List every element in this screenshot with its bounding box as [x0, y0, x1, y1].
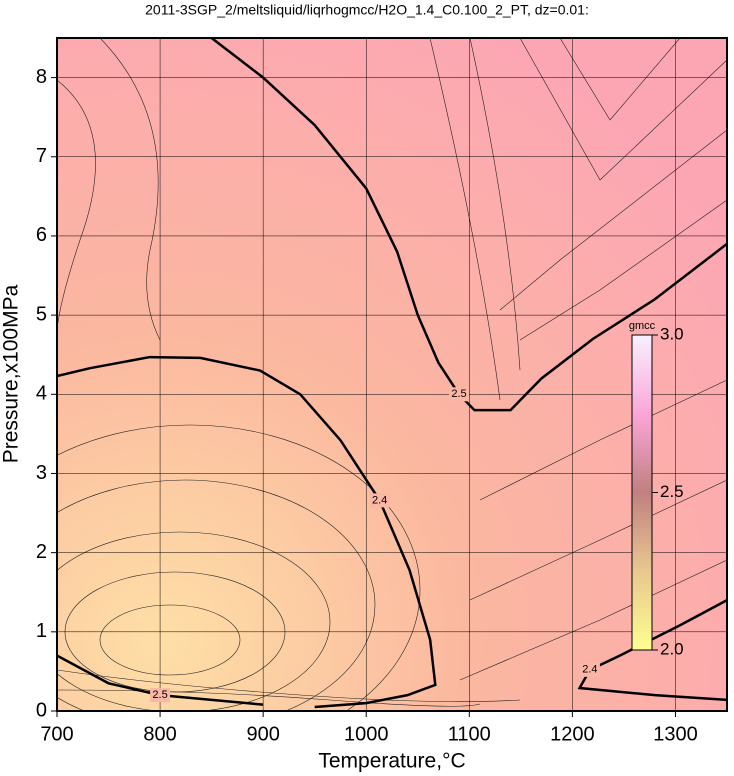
colorbar-tick-label: 3.0: [660, 324, 684, 343]
contour-label-bg: [579, 662, 600, 677]
plot-background: [57, 38, 727, 711]
y-tick-label: 5: [36, 303, 47, 325]
contour-label: 2.4: [582, 664, 597, 676]
contour-label: 2.5: [152, 689, 167, 701]
y-tick-label: 2: [36, 541, 47, 563]
contour-label-bg: [449, 387, 469, 402]
x-tick-label: 1300: [653, 723, 698, 745]
plot-frame: [56, 37, 728, 712]
y-axis-label: Pressure,x100MPa: [0, 284, 23, 463]
x-tick-label: 1000: [344, 723, 389, 745]
colorbar-tick-label: 2.0: [660, 639, 684, 658]
colorbar-label: gmcc: [629, 320, 656, 332]
contour-label-bg: [369, 493, 390, 508]
contour-label-bg: [150, 688, 171, 703]
y-tick-label: 3: [36, 462, 47, 484]
colorbar: [631, 334, 653, 651]
x-tick-label: 1200: [550, 723, 595, 745]
contour-line: [57, 355, 437, 709]
chart-title: 2011-3SGP_2/meltsliquid/liqrhogmcc/H2O_1…: [145, 2, 589, 18]
contour-label: 2.4: [372, 494, 387, 506]
x-tick-label: 800: [143, 723, 176, 745]
y-tick-label: 7: [36, 145, 47, 167]
chart-layer: 700 800 900 1000 1100 1200 1300 0 1 2 3 4 5 6 7 8 2.5 2.4…: [36, 38, 727, 745]
x-axis-label: Temperature,°C: [318, 750, 465, 773]
x-tick-label: 700: [40, 723, 73, 745]
y-tick-label: 4: [36, 383, 47, 405]
y-tick-label: 1: [36, 620, 47, 642]
minor-contours: [57, 38, 727, 711]
x-tick-label: 1100: [448, 723, 491, 745]
x-tick-label: 900: [246, 723, 279, 745]
y-tick-label: 6: [36, 224, 47, 246]
y-tick-label: 0: [36, 699, 47, 721]
colorbar-tick-label: 2.5: [660, 482, 684, 501]
contour-label: 2.5: [451, 388, 466, 400]
contour-line: [57, 654, 264, 706]
y-tick-label: 8: [36, 66, 47, 88]
contour-line: [210, 38, 727, 412]
